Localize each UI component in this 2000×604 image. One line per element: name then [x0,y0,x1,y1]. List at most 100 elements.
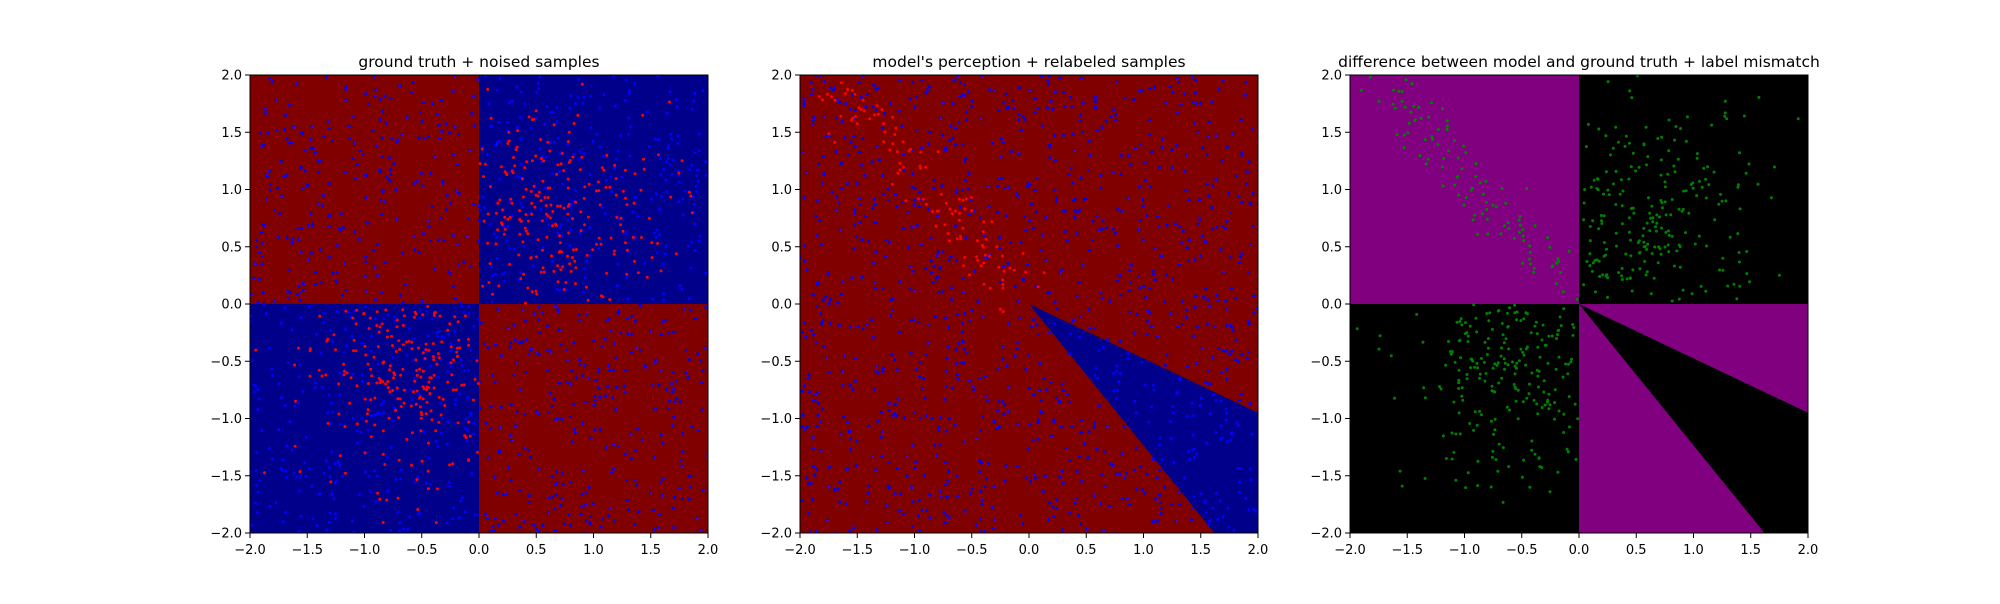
data-point [1796,117,1800,121]
data-point [457,338,461,342]
data-point [880,454,884,458]
data-point [1412,104,1416,108]
data-point [979,429,983,433]
data-point [1185,414,1189,418]
data-point [1663,185,1667,189]
data-point [1486,232,1490,236]
data-point [873,220,877,224]
data-point [582,267,586,271]
data-point [335,270,339,274]
data-point [283,404,287,408]
data-point [915,129,919,133]
data-point [1566,450,1570,454]
data-point [1502,357,1506,361]
data-point [364,305,368,309]
data-point [1198,198,1201,202]
data-point [623,168,627,172]
data-point [494,211,498,215]
data-point [335,309,339,313]
data-point [381,361,385,365]
data-point [268,77,272,81]
x-tick-label: 0.5 [526,543,547,558]
data-point [801,151,805,154]
data-point [364,92,368,96]
data-point [515,145,519,149]
data-point [1500,346,1503,350]
data-point [268,504,272,508]
data-point [443,404,447,407]
data-point [1702,166,1706,170]
data-point [857,81,861,84]
data-point [943,223,947,227]
data-point [1062,90,1066,94]
data-point [410,91,414,95]
data-point [1667,149,1671,153]
data-point [1078,119,1082,123]
data-point [540,154,544,158]
data-point [569,269,573,273]
data-point [1077,514,1081,518]
data-point [309,251,313,255]
data-point [941,250,945,254]
data-point [944,461,947,465]
data-point [1053,300,1057,304]
data-point [912,318,916,322]
data-point [296,530,300,533]
data-point [1513,385,1517,389]
data-point [338,454,342,458]
data-point [446,328,450,332]
data-point [456,320,460,324]
data-point [1458,338,1462,342]
data-point [1566,372,1570,376]
data-point [1199,254,1203,258]
data-point [578,168,582,172]
data-point [1133,468,1137,472]
data-point [566,177,570,181]
data-point [379,403,383,406]
data-point [1745,250,1749,253]
data-point [1464,151,1468,154]
data-point [1697,234,1701,238]
data-point [576,113,580,117]
data-point [1104,226,1108,230]
data-point [554,493,558,497]
data-point [898,168,902,172]
data-point [414,312,418,316]
data-point [539,157,543,160]
data-point [553,140,557,144]
data-point [287,141,291,145]
data-point [1165,353,1169,357]
y-tick-label: −2.0 [760,527,792,542]
data-point [816,413,820,417]
data-point [836,301,840,305]
data-point [252,390,256,394]
data-point [570,369,574,373]
data-point [499,354,503,358]
data-point [867,424,871,428]
data-point [434,440,438,443]
data-point [534,255,538,259]
data-point [1225,145,1229,149]
data-point [1460,394,1464,398]
data-point [567,231,571,235]
data-point [1609,153,1612,157]
data-point [1229,255,1233,259]
data-point [655,251,659,255]
data-point [1555,282,1558,285]
data-point [811,293,815,297]
data-point [612,252,616,256]
data-point [298,290,302,294]
data-point [1475,330,1479,334]
data-point [851,88,854,92]
data-point [1522,317,1526,321]
data-point [583,363,587,367]
data-point [585,259,589,263]
data-point [1406,131,1410,135]
data-point [260,231,263,234]
data-point [610,190,614,194]
data-point [944,369,948,373]
data-point [449,272,452,276]
data-point [358,149,362,153]
data-point [1203,499,1207,503]
data-point [366,102,370,106]
